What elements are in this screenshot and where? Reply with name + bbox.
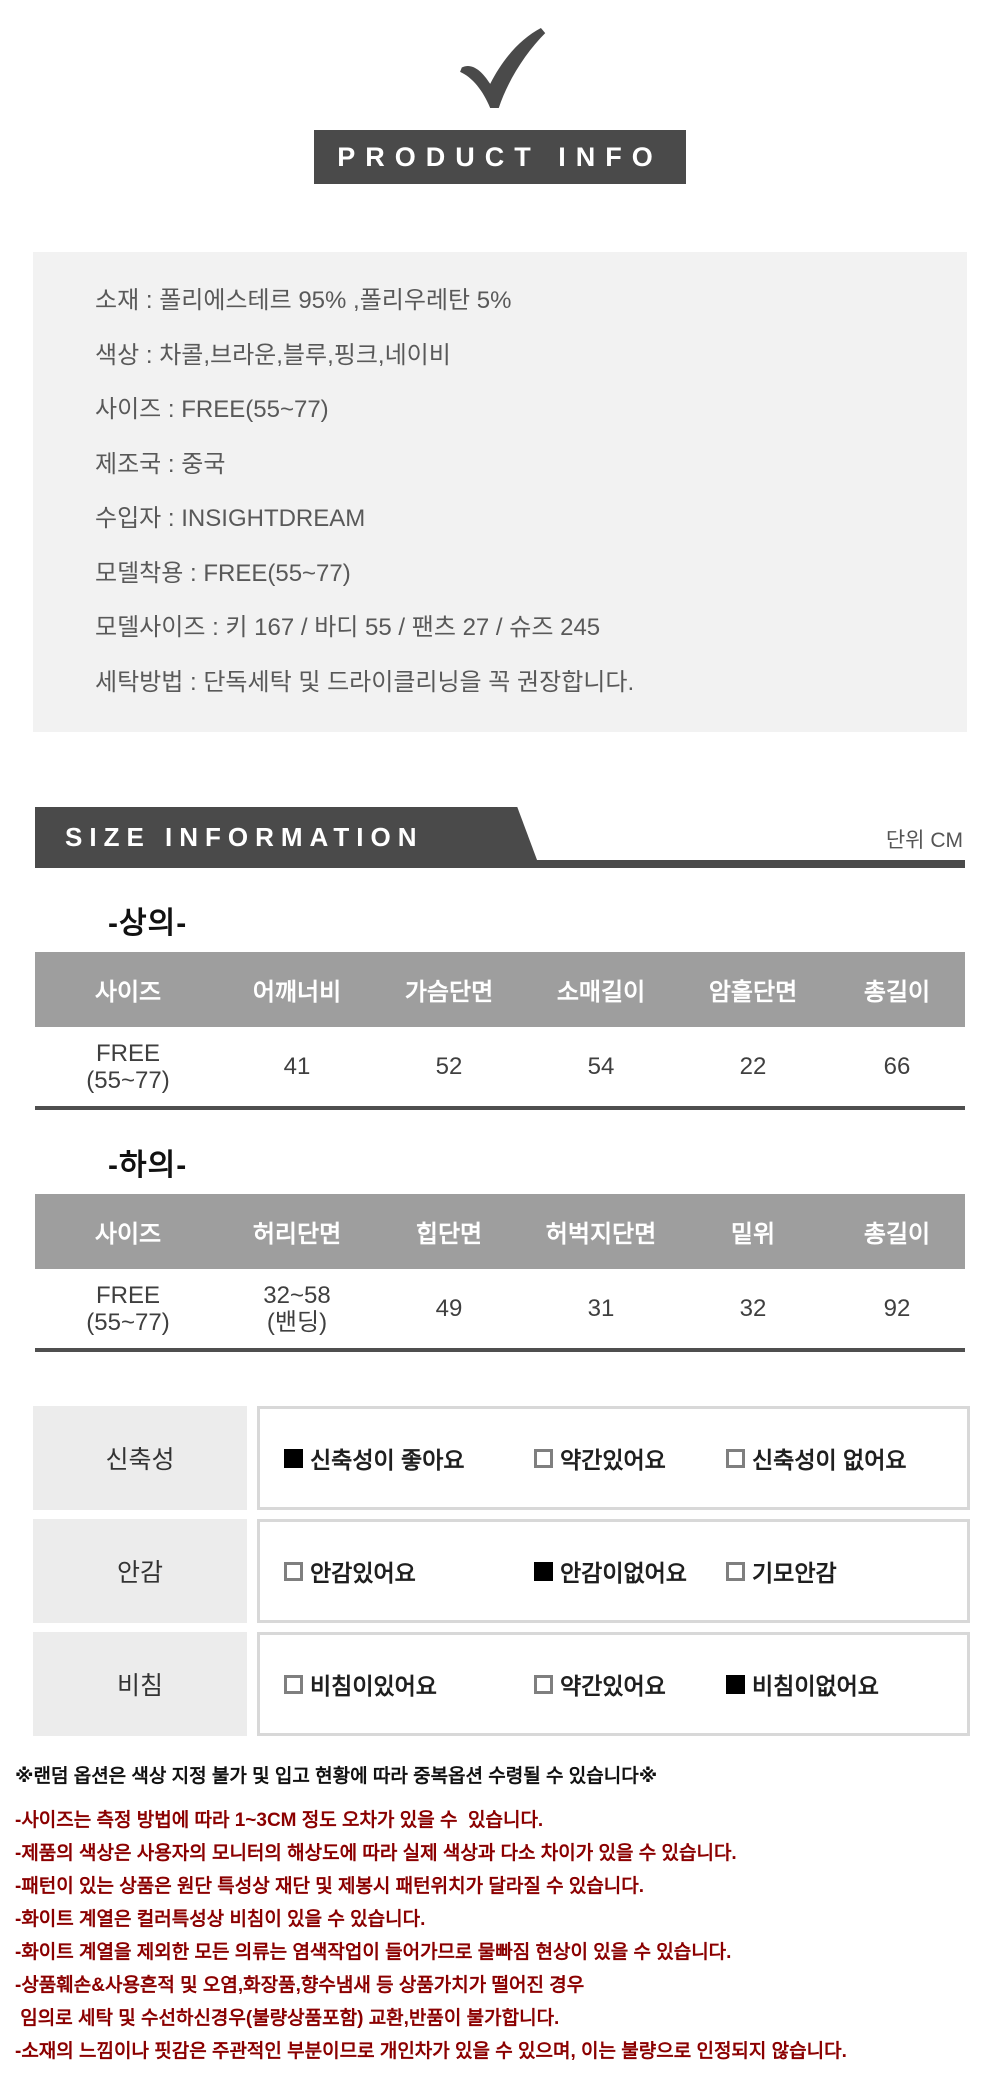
checkbox-filled-icon <box>284 1448 303 1468</box>
column-header: 암홀단면 <box>677 952 829 1027</box>
notice-line: -상품훼손&사용흔적 및 오염,화장품,향수냄새 등 상품가치가 떨어진 경우 <box>15 1975 585 1996</box>
checkbox-filled-icon <box>534 1561 553 1581</box>
option-item: 안감있어요 <box>284 1554 534 1588</box>
attribute-label: 비침 <box>33 1632 247 1736</box>
table-cell: 32~58 (밴딩) <box>263 1281 331 1336</box>
checkbox-empty-icon <box>726 1561 745 1581</box>
attribute-row-lining: 안감 안감있어요 안감이없어요 기모안감 <box>33 1519 970 1623</box>
size-table-top: 사이즈 어깨너비 가슴단면 소매길이 암홀단면 총길이 FREE (55~77)… <box>35 952 965 1110</box>
info-line-model-fit: 모델착용 : FREE(55~77) <box>95 559 351 587</box>
size-information-banner: SIZE INFORMATION <box>35 807 540 868</box>
section-title-bottom: -하의- <box>108 1149 188 1182</box>
column-header: 총길이 <box>829 1194 965 1269</box>
info-line-size: 사이즈 : FREE(55~77) <box>95 396 329 423</box>
table-cell: 31 <box>587 1295 615 1322</box>
table-cell: 66 <box>883 1053 911 1080</box>
unit-label: 단위 CM <box>885 829 963 852</box>
option-item: 약간있어요 <box>534 1441 726 1475</box>
checkbox-empty-icon <box>284 1674 303 1694</box>
column-header: 소매길이 <box>525 952 677 1027</box>
info-line-importer: 수입자 : INSIGHTDREAM <box>95 505 366 532</box>
attribute-table: 신축성 신축성이 좋아요 약간있어요 신축성이 없어요 안감 안감있어요 안감이… <box>33 1406 970 1736</box>
table-cell: 41 <box>283 1053 311 1080</box>
table-cell: 92 <box>883 1295 911 1322</box>
size-table-bottom: 사이즈 허리단면 힙단면 허벅지단면 밑위 총길이 FREE (55~77) 3… <box>35 1194 965 1352</box>
attribute-row-sheerness: 비침 비침이있어요 약간있어요 비침이없어요 <box>33 1632 970 1736</box>
checkbox-empty-icon <box>284 1561 303 1581</box>
column-header: 가슴단면 <box>373 952 525 1027</box>
option-item: 신축성이 없어요 <box>726 1441 907 1475</box>
column-header: 사이즈 <box>35 952 221 1027</box>
notice-line: -패턴이 있는 상품은 원단 특성상 재단 및 제봉시 패턴위치가 달라질 수 … <box>15 1876 645 1897</box>
checkbox-empty-icon <box>534 1674 553 1694</box>
notice-line: -제품의 색상은 사용자의 모니터의 해상도에 따라 실제 색상과 다소 차이가… <box>15 1843 737 1864</box>
attribute-options: 신축성이 좋아요 약간있어요 신축성이 없어요 <box>257 1406 970 1510</box>
info-line-washing: 세탁방법 : 단독세탁 및 드라이클리닝을 꼭 권장합니다. <box>95 668 635 696</box>
notice-line: 임의로 세탁 및 수선하신경우(불량상품포함) 교환,반품이 불가합니다. <box>15 2008 560 2029</box>
info-line-model-size: 모델사이즈 : 키 167 / 바디 55 / 팬츠 27 / 슈즈 245 <box>95 614 601 641</box>
notice-section: ※랜덤 옵션은 색상 지정 불가 및 입고 현황에 따라 중복옵션 수령될 수 … <box>15 1762 1000 2098</box>
notice-line: -화이트 계열은 컬러특성상 비침이 있을 수 있습니다. <box>15 1909 426 1930</box>
notice-line: -사이즈는 측정 방법에 따라 1~3CM 정도 오차가 있을 수 있습니다. <box>15 1810 544 1831</box>
notice-line: -화이트 계열을 제외한 모든 의류는 염색작업이 들어가므로 물빠짐 현상이 … <box>15 1942 732 1963</box>
column-header: 어깨너비 <box>221 952 373 1027</box>
checkbox-empty-icon <box>534 1448 553 1468</box>
product-info-panel: 소재 : 폴리에스테르 95% ,폴리우레탄 5% 색상 : 차콜,브라운,블루… <box>33 252 967 732</box>
info-line-color: 색상 : 차콜,브라운,블루,핑크,네이비 <box>95 341 451 369</box>
attribute-row-elasticity: 신축성 신축성이 좋아요 약간있어요 신축성이 없어요 <box>33 1406 970 1510</box>
size-information-header: SIZE INFORMATION 단위 CM <box>35 807 965 868</box>
column-header: 힙단면 <box>373 1194 525 1269</box>
option-item: 비침이있어요 <box>284 1667 534 1701</box>
attribute-label: 안감 <box>33 1519 247 1623</box>
table-cell: 32 <box>739 1295 767 1322</box>
option-item: 기모안감 <box>726 1554 837 1588</box>
option-item: 약간있어요 <box>534 1667 726 1701</box>
product-info-banner: PRODUCT INFO <box>314 130 686 184</box>
attribute-options: 안감있어요 안감이없어요 기모안감 <box>257 1519 970 1623</box>
column-header: 총길이 <box>829 952 965 1027</box>
size-information-title: SIZE INFORMATION <box>65 822 424 852</box>
checkbox-empty-icon <box>726 1448 745 1468</box>
attribute-options: 비침이있어요 약간있어요 비침이없어요 <box>257 1632 970 1736</box>
option-item: 비침이없어요 <box>726 1667 879 1701</box>
section-title-top: -상의- <box>108 907 188 940</box>
info-line-material: 소재 : 폴리에스테르 95% ,폴리우레탄 5% <box>95 287 512 314</box>
info-line-origin: 제조국 : 중국 <box>95 450 226 478</box>
notice-headline: ※랜덤 옵션은 색상 지정 불가 및 입고 현황에 따라 중복옵션 수령될 수 … <box>15 1766 658 1787</box>
table-cell: FREE (55~77) <box>86 1039 170 1094</box>
check-icon <box>459 28 545 108</box>
option-item: 안감이없어요 <box>534 1554 726 1588</box>
checkbox-filled-icon <box>726 1674 745 1694</box>
column-header: 사이즈 <box>35 1194 221 1269</box>
table-cell: 52 <box>435 1053 463 1080</box>
column-header: 허벅지단면 <box>525 1194 677 1269</box>
product-info-title: PRODUCT INFO <box>337 141 663 172</box>
column-header: 허리단면 <box>221 1194 373 1269</box>
brand-mark: PRODUCT INFO <box>0 0 1000 184</box>
column-header: 밑위 <box>677 1194 829 1269</box>
option-item: 신축성이 좋아요 <box>284 1441 534 1475</box>
table-cell: 49 <box>435 1295 463 1322</box>
notice-line: -소재의 느낌이나 핏감은 주관적인 부분이므로 개인차가 있을 수 있으며, … <box>15 2041 847 2062</box>
table-cell: 22 <box>739 1053 767 1080</box>
attribute-label: 신축성 <box>33 1406 247 1510</box>
table-cell: FREE (55~77) <box>86 1281 170 1336</box>
table-cell: 54 <box>587 1053 615 1080</box>
